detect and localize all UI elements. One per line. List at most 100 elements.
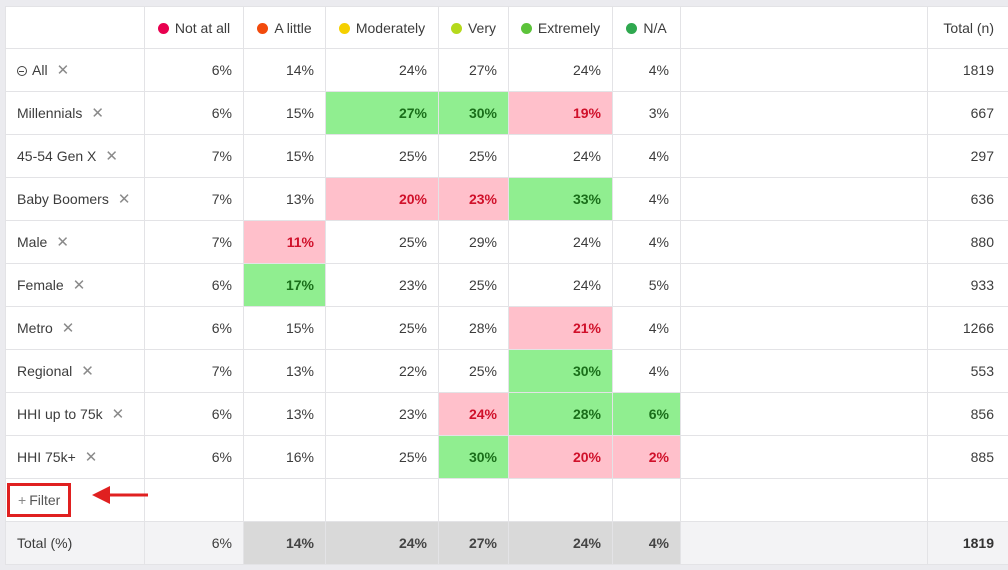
value-cell: 30% (508, 349, 613, 393)
value-cell: 6% (144, 91, 244, 135)
value-cell: 23% (325, 392, 439, 436)
spacer-cell (680, 263, 928, 307)
remove-segment-icon[interactable]: ✕ (61, 320, 75, 337)
value-cell: 25% (325, 134, 439, 178)
value-cell: 6% (144, 263, 244, 307)
column-header-very[interactable]: Very (438, 6, 509, 49)
value-cell: 4% (612, 349, 681, 393)
value-cell: 4% (612, 134, 681, 178)
legend-dot-icon (520, 22, 532, 34)
empty-cell (144, 478, 244, 522)
total-percent-cell: 24% (508, 521, 613, 565)
row-label-cell: HHI up to 75k ✕ (5, 392, 145, 436)
value-cell: 3% (612, 91, 681, 135)
spacer-cell (680, 521, 928, 565)
row-total-cell: 880 (927, 220, 1008, 264)
value-cell: 7% (144, 134, 244, 178)
column-header-label: A little (274, 19, 312, 36)
crosstab-table: Not at all A little Moderately Very Extremel… (5, 6, 1008, 565)
empty-cell (680, 478, 928, 522)
value-cell: 15% (243, 134, 326, 178)
spacer-cell (680, 177, 928, 221)
spacer-cell (680, 349, 928, 393)
table-row: Female ✕ 6% 17% 23% 25% 24% 5% 933 (5, 263, 1008, 307)
row-label-cell: HHI 75k+ ✕ (5, 435, 145, 479)
column-header-a-little[interactable]: A little (243, 6, 326, 49)
value-cell: 23% (325, 263, 439, 307)
value-cell: 4% (612, 220, 681, 264)
remove-segment-icon[interactable]: ✕ (111, 406, 125, 423)
value-cell: 2% (612, 435, 681, 479)
remove-segment-icon[interactable]: ✕ (56, 234, 69, 251)
table-row: HHI 75k+ ✕ 6% 16% 25% 30% 20% 2% 885 (5, 435, 1008, 479)
row-total-cell: 856 (927, 392, 1008, 436)
value-cell: 6% (612, 392, 681, 436)
value-cell: 24% (508, 48, 613, 92)
value-cell: 24% (508, 263, 613, 307)
remove-segment-icon[interactable]: ✕ (91, 105, 104, 122)
plus-icon: + (18, 492, 27, 508)
row-label-cell: All ✕ (5, 48, 145, 92)
remove-segment-icon[interactable]: ✕ (72, 277, 86, 294)
legend-dot-icon (626, 22, 638, 34)
value-cell: 16% (243, 435, 326, 479)
value-cell: 6% (144, 306, 244, 350)
row-total-cell: 1819 (927, 48, 1008, 92)
remove-segment-icon[interactable]: ✕ (84, 449, 98, 466)
corner-cell (5, 6, 145, 49)
value-cell: 30% (438, 435, 509, 479)
remove-segment-icon[interactable]: ✕ (105, 148, 118, 165)
total-percent-row: Total (%) 6% 14% 24% 27% 24% 4% 1819 (5, 521, 1008, 565)
table-row: Baby Boomers ✕ 7% 13% 20% 23% 33% 4% 636 (5, 177, 1008, 221)
value-cell: 24% (508, 220, 613, 264)
legend-dot-icon (450, 22, 462, 34)
spacer-cell (680, 306, 928, 350)
column-header-label: Not at all (174, 19, 231, 36)
total-percent-cell: 27% (438, 521, 509, 565)
row-total-cell: 667 (927, 91, 1008, 135)
remove-segment-icon[interactable]: ✕ (117, 191, 131, 208)
total-percent-label: Total (%) (5, 521, 145, 565)
add-filter-button[interactable]: + Filter (7, 483, 72, 517)
spacer-cell (680, 48, 928, 92)
column-header-n-a[interactable]: N/A (612, 6, 681, 49)
table-row: Metro ✕ 6% 15% 25% 28% 21% 4% 1266 (5, 306, 1008, 350)
value-cell: 24% (325, 48, 439, 92)
crosstab-panel: Not at all A little Moderately Very Extremel… (5, 6, 1008, 565)
column-header-extremely[interactable]: Extremely (508, 6, 613, 49)
empty-cell (612, 478, 681, 522)
total-percent-cell: 24% (325, 521, 439, 565)
value-cell: 25% (438, 349, 509, 393)
value-cell: 30% (438, 91, 509, 135)
column-header-label: Very (467, 19, 496, 36)
value-cell: 15% (243, 91, 326, 135)
table-row: All ✕ 6% 14% 24% 27% 24% 4% 1819 (5, 48, 1008, 92)
table-row: 45-54 Gen X ✕ 7% 15% 25% 25% 24% 4% 297 (5, 134, 1008, 178)
row-total-cell: 933 (927, 263, 1008, 307)
value-cell: 5% (612, 263, 681, 307)
table-row: Male ✕ 7% 11% 25% 29% 24% 4% 880 (5, 220, 1008, 264)
row-label-cell: Millennials ✕ (5, 91, 145, 135)
legend-dot-icon (157, 22, 169, 34)
row-label: All (32, 62, 48, 78)
column-header-not-at-all[interactable]: Not at all (144, 6, 244, 49)
total-percent-cell: 4% (612, 521, 681, 565)
spacer-cell (680, 134, 928, 178)
value-cell: 29% (438, 220, 509, 264)
value-cell: 15% (243, 306, 326, 350)
column-header-moderately[interactable]: Moderately (325, 6, 439, 49)
all-segment-icon (17, 66, 27, 76)
column-header-label: Extremely (537, 19, 601, 36)
row-label: Metro (17, 320, 53, 336)
empty-cell (325, 478, 439, 522)
row-label-cell: Regional ✕ (5, 349, 145, 393)
row-total-cell: 1266 (927, 306, 1008, 350)
value-cell: 6% (144, 48, 244, 92)
row-label: Male (17, 234, 48, 250)
remove-segment-icon[interactable]: ✕ (81, 363, 94, 380)
remove-segment-icon[interactable]: ✕ (56, 62, 70, 79)
total-percent-cell: 6% (144, 521, 244, 565)
column-header-label: Moderately (355, 19, 426, 36)
row-label-cell: 45-54 Gen X ✕ (5, 134, 145, 178)
row-label: Millennials (17, 105, 83, 121)
